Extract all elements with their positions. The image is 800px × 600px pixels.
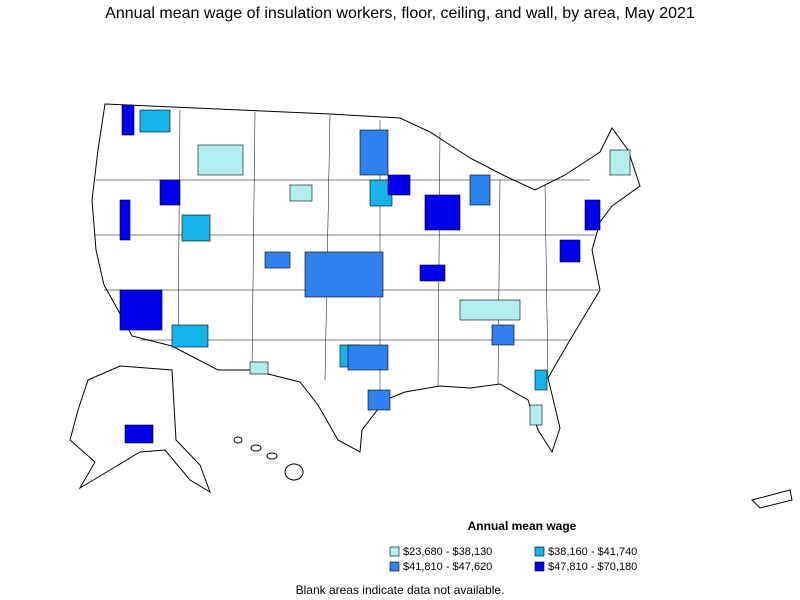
footnote: Blank areas indicate data not available. xyxy=(296,583,505,597)
area xyxy=(424,194,461,231)
legend-label: $38,160 - $41,740 xyxy=(548,546,637,558)
area xyxy=(249,361,269,375)
legend-swatch xyxy=(534,561,545,572)
area xyxy=(529,404,543,426)
area xyxy=(181,214,211,242)
hawaii xyxy=(233,436,304,481)
area xyxy=(347,344,389,371)
legend-swatch xyxy=(389,546,400,557)
area xyxy=(419,264,446,282)
area xyxy=(197,144,244,176)
legend-title: Annual mean wage xyxy=(468,519,577,533)
area xyxy=(121,104,135,136)
shaded-areas xyxy=(119,104,631,444)
legend: $23,680 - $38,130 $38,160 - $41,740 $41,81… xyxy=(389,546,637,573)
legend-swatch xyxy=(534,546,545,557)
area xyxy=(159,179,181,206)
area xyxy=(171,324,209,348)
area xyxy=(119,199,131,241)
area xyxy=(367,389,391,411)
area xyxy=(387,174,411,196)
area xyxy=(491,324,515,346)
legend-label: $47,810 - $70,180 xyxy=(548,561,637,573)
area xyxy=(289,184,313,202)
map-title: Annual mean wage of insulation workers, … xyxy=(105,5,695,22)
area xyxy=(119,289,163,331)
area xyxy=(139,109,171,133)
area xyxy=(264,251,291,269)
area xyxy=(559,239,581,263)
legend-label: $41,810 - $47,620 xyxy=(403,561,492,573)
area xyxy=(359,129,389,176)
area xyxy=(304,251,384,298)
area xyxy=(609,149,631,176)
legend-swatch xyxy=(389,561,400,572)
legend-label: $23,680 - $38,130 xyxy=(403,546,492,558)
area xyxy=(459,299,521,321)
area xyxy=(584,199,601,231)
area xyxy=(124,424,154,444)
puerto-rico xyxy=(751,489,793,509)
area xyxy=(534,369,548,391)
area xyxy=(469,174,491,206)
